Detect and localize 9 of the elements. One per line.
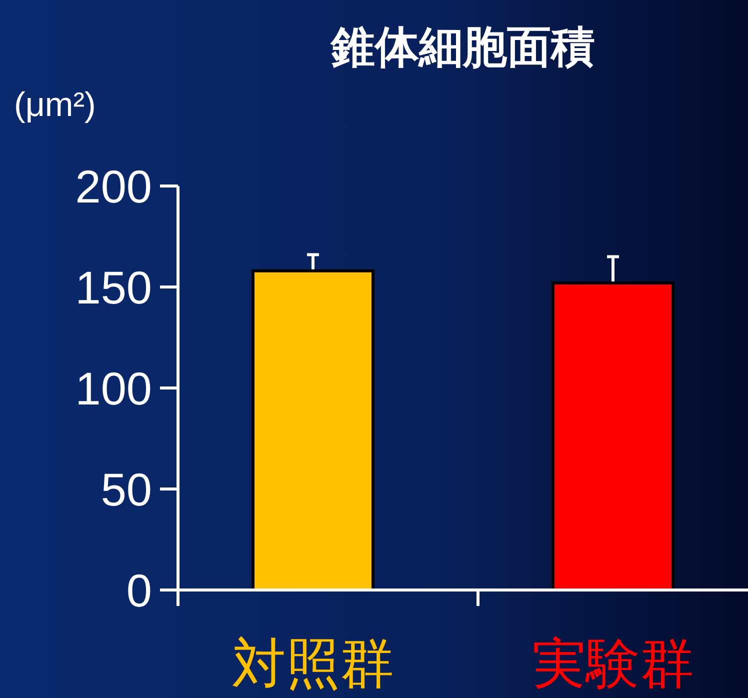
y-tick-label: 0 xyxy=(126,564,152,617)
y-tick-label: 150 xyxy=(75,262,152,314)
y-tick-label: 100 xyxy=(75,362,152,415)
x-tick-label: 実験群 xyxy=(532,634,694,694)
x-tick-label: 対照群 xyxy=(232,634,394,694)
y-tick-label: 200 xyxy=(75,160,152,213)
y-axis-title: (μm²) xyxy=(14,86,96,124)
chart-title: 錐体細胞面積 xyxy=(330,23,595,72)
y-tick-label: 50 xyxy=(100,464,152,516)
